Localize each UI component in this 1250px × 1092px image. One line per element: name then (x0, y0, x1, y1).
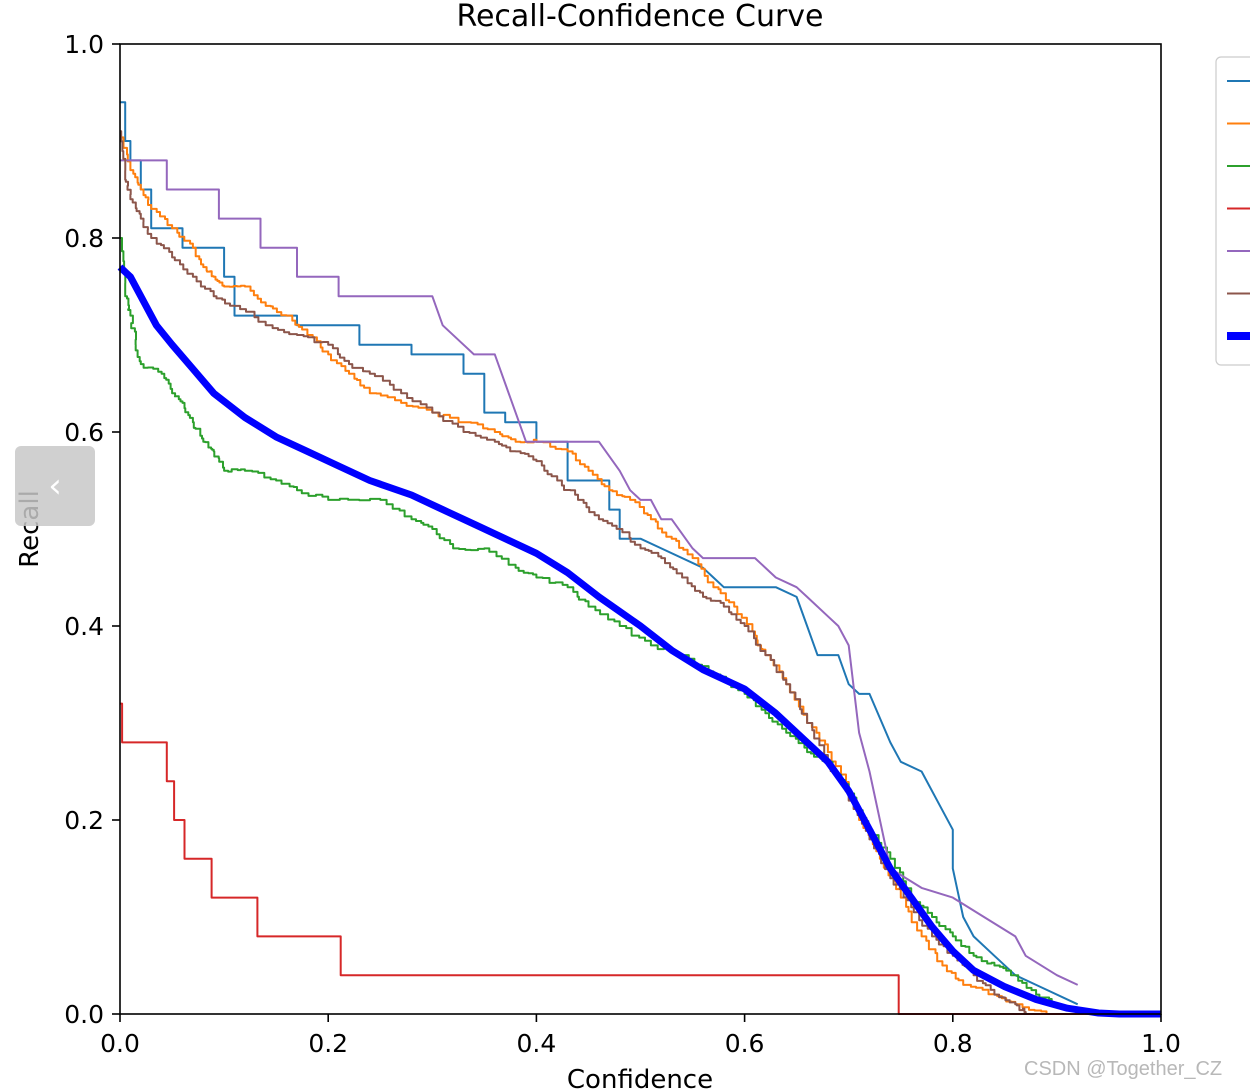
y-tick-label: 0.2 (64, 806, 104, 835)
x-tick-label: 0.4 (517, 1029, 557, 1058)
previous-image-button[interactable]: ‹ (15, 446, 95, 526)
legend-box (1215, 56, 1250, 366)
x-tick-label: 0.6 (725, 1029, 765, 1058)
x-tick-label: 0.2 (308, 1029, 348, 1058)
series-line-7 (117, 264, 1161, 1018)
legend (1215, 56, 1250, 366)
watermark-text: CSDN @Together_CZ (1024, 1058, 1223, 1080)
series-line-2 (119, 130, 1048, 1014)
series-line-3 (120, 237, 1058, 1005)
plot-frame (119, 43, 1162, 1015)
y-tick-label: 0.4 (64, 612, 104, 641)
x-tick-label: 0.0 (100, 1029, 140, 1058)
x-tick-label: 1.0 (1141, 1029, 1181, 1058)
y-tick-label: 1.0 (64, 30, 104, 59)
chevron-left-icon: ‹ (48, 466, 62, 506)
chart-title: Recall-Confidence Curve (456, 0, 823, 34)
series-lines (117, 101, 1161, 1018)
series-line-4 (120, 702, 1161, 1015)
series-line-5 (120, 159, 1079, 986)
y-tick-label: 0.6 (64, 418, 104, 447)
x-tick-label: 0.8 (933, 1029, 973, 1058)
y-tick-label: 0.0 (64, 1000, 104, 1029)
x-axis-label: Confidence (567, 1065, 713, 1092)
series-line-1 (120, 101, 1079, 1006)
y-tick-label: 0.8 (64, 224, 104, 253)
axis-ticks: 0.0 0.2 0.4 0.6 0.8 1.0 0.0 0.2 0.4 0.6 0.8 1.0 (64, 30, 1181, 1058)
